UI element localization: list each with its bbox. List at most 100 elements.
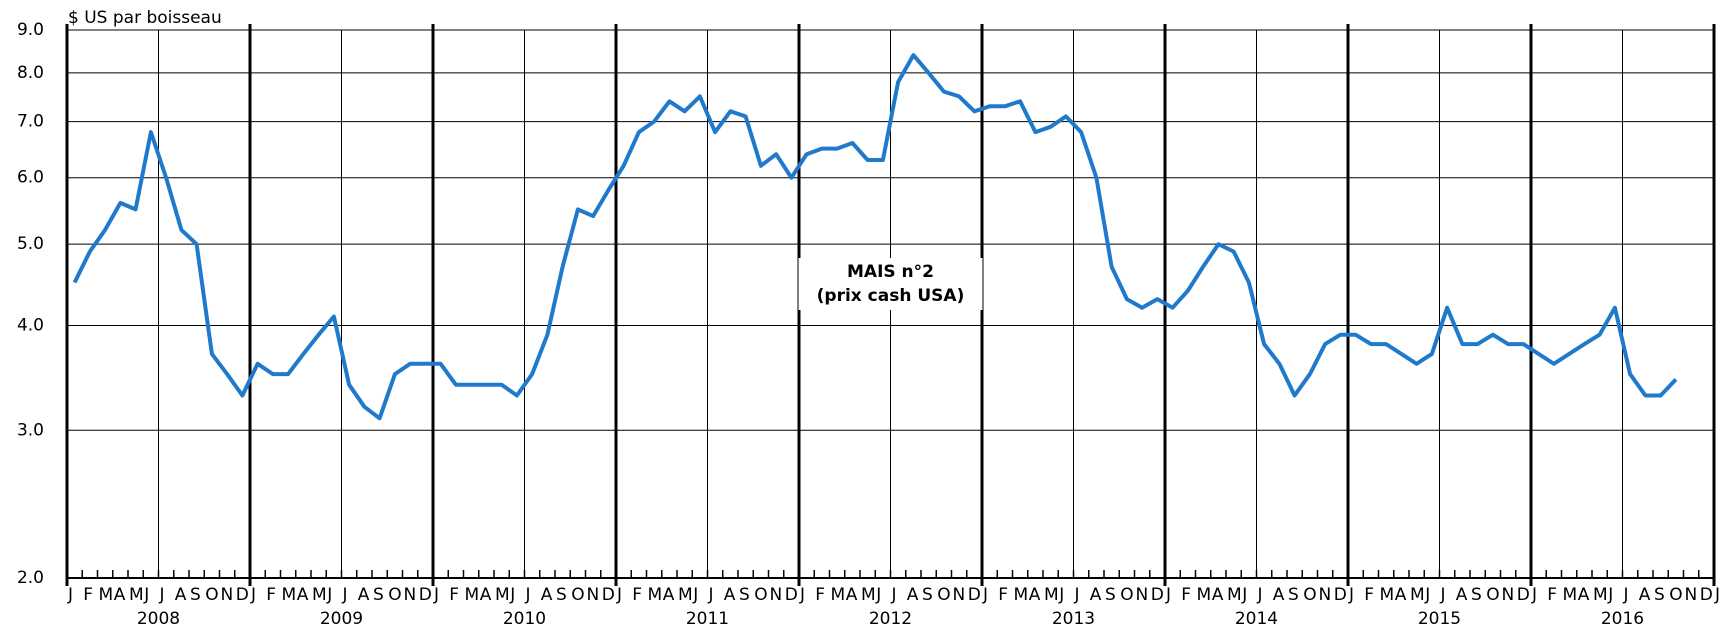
month-label: M bbox=[1014, 585, 1029, 605]
y-tick-label: 2.0 bbox=[17, 568, 44, 588]
month-label: J bbox=[1424, 585, 1430, 605]
year-label: 2009 bbox=[320, 609, 363, 629]
month-label: O bbox=[1120, 585, 1133, 605]
month-label: A bbox=[1029, 585, 1041, 605]
month-label: O bbox=[754, 585, 767, 605]
month-label: D bbox=[968, 585, 981, 605]
month-label: F bbox=[83, 585, 93, 605]
month-label: J bbox=[159, 585, 165, 605]
month-label: S bbox=[1288, 585, 1299, 605]
annotation: MAIS n°2 bbox=[847, 262, 934, 282]
month-label: D bbox=[785, 585, 798, 605]
month-label: F bbox=[449, 585, 459, 605]
month-label: O bbox=[1486, 585, 1499, 605]
month-label: N bbox=[221, 585, 234, 605]
month-label: M bbox=[648, 585, 663, 605]
month-label: F bbox=[998, 585, 1008, 605]
month-label: M bbox=[1410, 585, 1425, 605]
month-label: J bbox=[525, 585, 531, 605]
month-label: D bbox=[1700, 585, 1713, 605]
y-tick-label: 9.0 bbox=[17, 20, 44, 40]
month-label: J bbox=[326, 585, 332, 605]
month-label: J bbox=[509, 585, 515, 605]
month-label: O bbox=[571, 585, 584, 605]
year-label: 2015 bbox=[1418, 609, 1461, 629]
month-label: J bbox=[982, 585, 988, 605]
month-label: M bbox=[465, 585, 480, 605]
year-label: 2013 bbox=[1052, 609, 1095, 629]
month-label: S bbox=[373, 585, 384, 605]
month-label: S bbox=[190, 585, 201, 605]
month-label: J bbox=[1165, 585, 1171, 605]
annotation: (prix cash USA) bbox=[817, 286, 965, 306]
month-label: M bbox=[678, 585, 693, 605]
month-label: N bbox=[404, 585, 417, 605]
y-tick-label: 4.0 bbox=[17, 315, 44, 335]
month-label: A bbox=[846, 585, 858, 605]
month-label: M bbox=[861, 585, 876, 605]
month-label: M bbox=[129, 585, 144, 605]
month-label: F bbox=[1364, 585, 1374, 605]
month-label: S bbox=[556, 585, 567, 605]
month-label: M bbox=[1380, 585, 1395, 605]
month-label: M bbox=[1197, 585, 1212, 605]
month-label: D bbox=[602, 585, 615, 605]
month-label: F bbox=[266, 585, 276, 605]
month-label: J bbox=[143, 585, 149, 605]
month-label: D bbox=[1517, 585, 1530, 605]
month-label: N bbox=[1136, 585, 1149, 605]
month-label: A bbox=[541, 585, 553, 605]
year-label: 2010 bbox=[503, 609, 546, 629]
y-tick-label: 3.0 bbox=[17, 420, 44, 440]
month-label: N bbox=[770, 585, 783, 605]
month-label: S bbox=[1105, 585, 1116, 605]
month-label: N bbox=[1685, 585, 1698, 605]
month-label: J bbox=[708, 585, 714, 605]
month-label: F bbox=[1547, 585, 1557, 605]
month-label: J bbox=[1440, 585, 1446, 605]
month-label: N bbox=[1319, 585, 1332, 605]
month-label: J bbox=[875, 585, 881, 605]
year-label: 2014 bbox=[1235, 609, 1278, 629]
year-label: 2016 bbox=[1601, 609, 1644, 629]
month-label: J bbox=[250, 585, 256, 605]
month-label: J bbox=[1241, 585, 1247, 605]
month-label: M bbox=[1227, 585, 1242, 605]
year-label: 2008 bbox=[137, 609, 180, 629]
month-label: D bbox=[1334, 585, 1347, 605]
annotation-box bbox=[798, 258, 983, 310]
month-label: M bbox=[1563, 585, 1578, 605]
month-label: J bbox=[1607, 585, 1613, 605]
month-label: A bbox=[907, 585, 919, 605]
month-label: D bbox=[1151, 585, 1164, 605]
month-label: J bbox=[433, 585, 439, 605]
month-label: M bbox=[282, 585, 297, 605]
year-label: 2012 bbox=[869, 609, 912, 629]
month-label: J bbox=[342, 585, 348, 605]
month-label: A bbox=[1456, 585, 1468, 605]
year-label: 2011 bbox=[686, 609, 729, 629]
month-label: A bbox=[724, 585, 736, 605]
y-tick-label: 7.0 bbox=[17, 112, 44, 132]
month-label: D bbox=[419, 585, 432, 605]
month-label: M bbox=[1044, 585, 1059, 605]
month-label: N bbox=[953, 585, 966, 605]
month-label: O bbox=[388, 585, 401, 605]
month-label: A bbox=[1273, 585, 1285, 605]
month-label: J bbox=[1714, 585, 1720, 605]
y-axis-label: $ US par boisseau bbox=[68, 8, 222, 28]
y-tick-label: 6.0 bbox=[17, 168, 44, 188]
month-label: F bbox=[815, 585, 825, 605]
month-label: D bbox=[236, 585, 249, 605]
month-label: M bbox=[99, 585, 114, 605]
month-label: F bbox=[632, 585, 642, 605]
y-tick-label: 5.0 bbox=[17, 234, 44, 254]
month-label: J bbox=[67, 585, 73, 605]
month-label: F bbox=[1181, 585, 1191, 605]
month-label: S bbox=[1654, 585, 1665, 605]
month-label: A bbox=[1639, 585, 1651, 605]
month-label: J bbox=[799, 585, 805, 605]
month-label: J bbox=[891, 585, 897, 605]
month-label: A bbox=[1395, 585, 1407, 605]
